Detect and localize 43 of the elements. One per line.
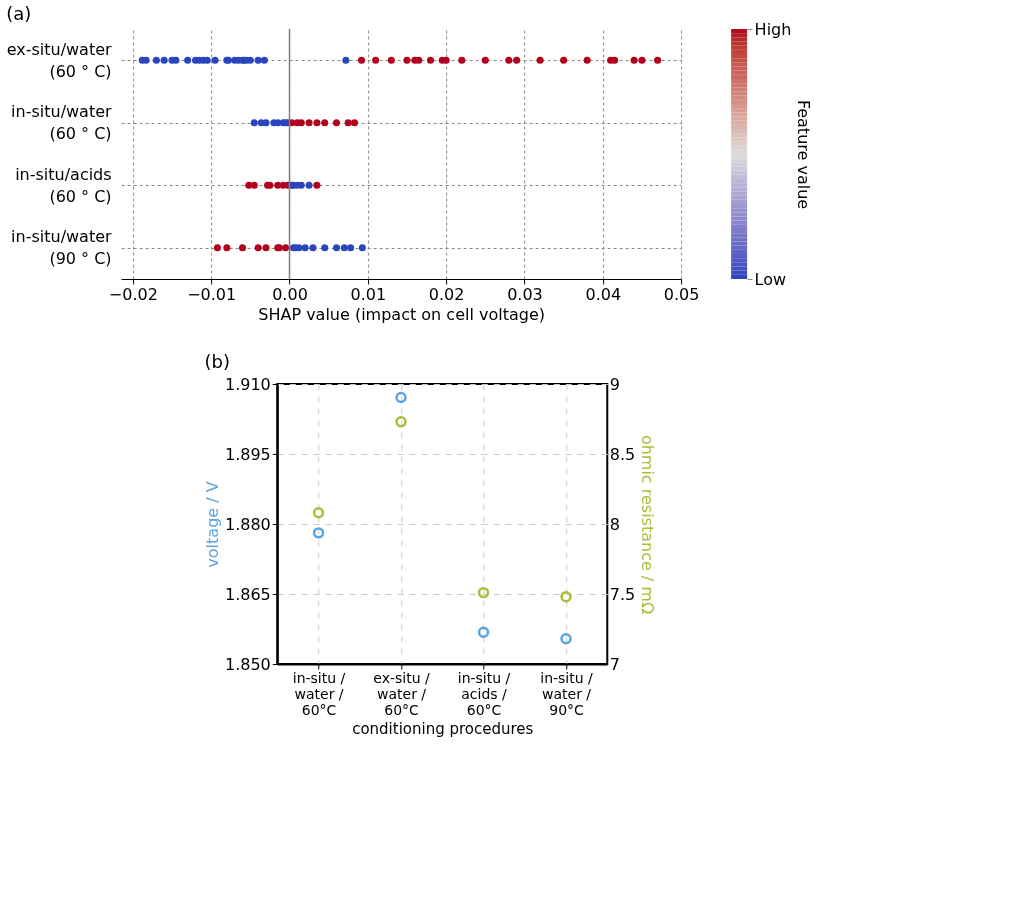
y-tick-label: 1.865 — [224, 584, 271, 604]
y-tick-label: 1.895 — [224, 444, 271, 464]
point — [395, 391, 407, 404]
y2-tick-label: 7 — [609, 654, 620, 674]
x-tick-label: 0.03 — [507, 284, 543, 304]
x-tick-label: 0.05 — [663, 284, 700, 304]
y-tick-label: 1.850 — [224, 654, 271, 674]
point — [477, 626, 490, 638]
y2-tick-label: 7.5 — [609, 584, 636, 604]
y-tick-label: in-situ/water (90 ° C) — [11, 227, 113, 269]
x-axis-title: SHAP value (impact on cell voltage) — [258, 304, 545, 324]
chart-title: (b) — [204, 351, 230, 372]
y2-tick-label: 8.5 — [609, 444, 636, 464]
x-tick-label: in-situ / water / 90°C — [540, 669, 594, 718]
x-tick-label: 0.02 — [428, 284, 465, 304]
x-tick-label: in-situ / acids / 60°C — [457, 669, 511, 718]
point — [477, 586, 490, 599]
point — [395, 416, 407, 428]
point — [312, 507, 325, 519]
x-axis-title: conditioning procedures — [352, 719, 534, 738]
x-tick-label: ex-situ / water / 60°C — [373, 669, 431, 718]
x-tick-label: −0.02 — [108, 284, 158, 304]
y2-axis-title: ohmic resistance / mΩ — [638, 434, 658, 615]
y2-tick-label: 8 — [609, 514, 620, 534]
chart-title: (a) — [6, 3, 32, 25]
y-tick-label: 1.910 — [224, 374, 271, 394]
x-tick-label: 0.04 — [585, 284, 622, 304]
y-tick-label: 1.880 — [224, 514, 271, 534]
point — [560, 633, 572, 645]
color-bar-title: Feature value — [794, 99, 814, 210]
point — [312, 527, 325, 539]
point — [560, 591, 572, 603]
x-tick-label: in-situ / water / 60°C — [292, 669, 346, 718]
y-tick-label: in-situ/acids (60 ° C) — [15, 164, 112, 206]
x-tick-label: 0.00 — [272, 284, 308, 304]
y-tick-label: in-situ/water (60 ° C) — [11, 102, 113, 144]
x-tick-label: −0.01 — [187, 284, 237, 304]
color-bar-label: Low — [754, 269, 787, 289]
color-bar-label: High — [754, 19, 792, 39]
y-tick-label: ex-situ/water (60 ° C) — [6, 39, 113, 81]
y2-tick-label: 9 — [609, 374, 620, 394]
y-axis-title: voltage / V — [202, 481, 222, 568]
x-tick-label: 0.01 — [350, 284, 387, 304]
